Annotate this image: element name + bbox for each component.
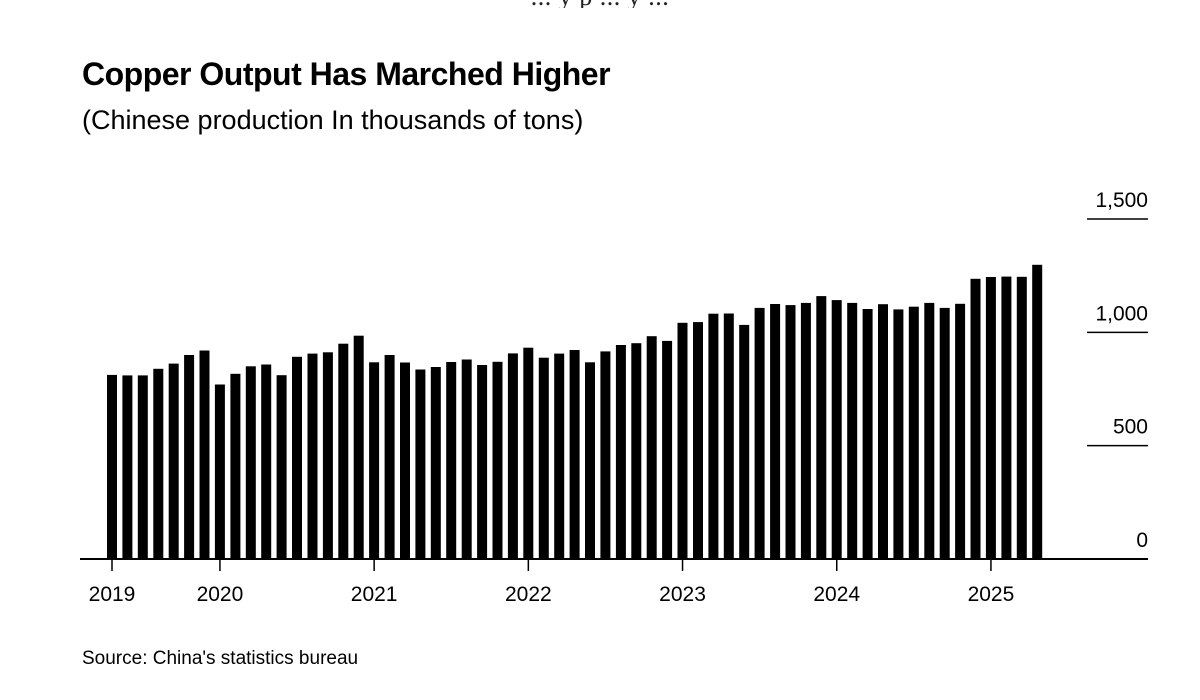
bar: [477, 365, 488, 559]
bar: [831, 300, 842, 559]
bar: [446, 362, 457, 559]
bar: [924, 302, 935, 559]
bar: [893, 309, 904, 559]
clipped-text-fragment: ... y p ... y ...: [0, 0, 1200, 8]
bar: [569, 350, 580, 559]
bar: [153, 368, 164, 559]
bar: [585, 362, 595, 559]
bar: [430, 367, 441, 559]
bar: [384, 355, 395, 559]
bar: [677, 322, 688, 559]
bar: [214, 384, 225, 559]
bar: [245, 366, 256, 559]
bar: [292, 356, 302, 559]
x-tick-label: 2025: [968, 583, 1015, 606]
bar: [662, 340, 673, 559]
bar: [137, 375, 148, 559]
bar: [184, 355, 195, 559]
bar: [739, 324, 750, 559]
y-tick-label: 0: [1136, 529, 1148, 552]
bar: [985, 277, 996, 559]
bar: [369, 362, 380, 559]
bar: [276, 375, 287, 559]
chart-title: Copper Output Has Marched Higher: [82, 56, 611, 92]
bar: [122, 375, 133, 559]
bar: [939, 307, 950, 559]
bar: [107, 374, 117, 559]
bar: [600, 351, 611, 559]
bar: [523, 347, 534, 559]
bar: [770, 304, 781, 559]
bar: [1001, 276, 1012, 559]
bar: [708, 313, 719, 559]
bar: [816, 296, 827, 559]
bar: [1016, 276, 1027, 559]
bar: [847, 302, 858, 559]
bar: [400, 362, 410, 559]
bar: [415, 369, 426, 559]
x-tick-label: 2019: [89, 583, 136, 606]
bar: [353, 335, 364, 559]
y-tick-label: 1,500: [1095, 189, 1148, 212]
bar: [1032, 264, 1043, 559]
bar: [307, 353, 318, 559]
bar: [492, 361, 503, 559]
bar: [554, 353, 565, 559]
bar: [878, 304, 888, 559]
bar: [800, 302, 811, 559]
bar: [168, 363, 179, 559]
x-tick-label: 2022: [505, 583, 552, 606]
bar: [785, 305, 796, 559]
bar: [507, 353, 518, 559]
x-tick-label: 2021: [351, 583, 398, 606]
chart-subtitle: (Chinese production In thousands of tons…: [82, 105, 584, 135]
x-tick-label: 2024: [813, 583, 860, 606]
y-tick-label: 500: [1113, 416, 1148, 439]
x-tick-label: 2023: [659, 583, 706, 606]
bar: [908, 306, 919, 559]
bar: [338, 343, 349, 559]
bar: [615, 345, 626, 559]
bar: [955, 303, 966, 559]
bar: [261, 364, 272, 559]
bar: [538, 357, 549, 559]
bar: [723, 313, 734, 559]
bar: [322, 352, 333, 559]
bar: [646, 336, 657, 559]
bar: [693, 322, 703, 559]
bar: [754, 307, 765, 559]
bar: [631, 343, 642, 559]
bar: [862, 309, 873, 559]
bar: [461, 359, 472, 559]
source-note: Source: China's statistics bureau: [82, 648, 359, 669]
y-tick-label: 1,000: [1095, 302, 1148, 325]
bar: [230, 373, 241, 559]
x-tick-label: 2020: [197, 583, 244, 606]
bar: [199, 350, 210, 559]
bar: [970, 278, 981, 559]
